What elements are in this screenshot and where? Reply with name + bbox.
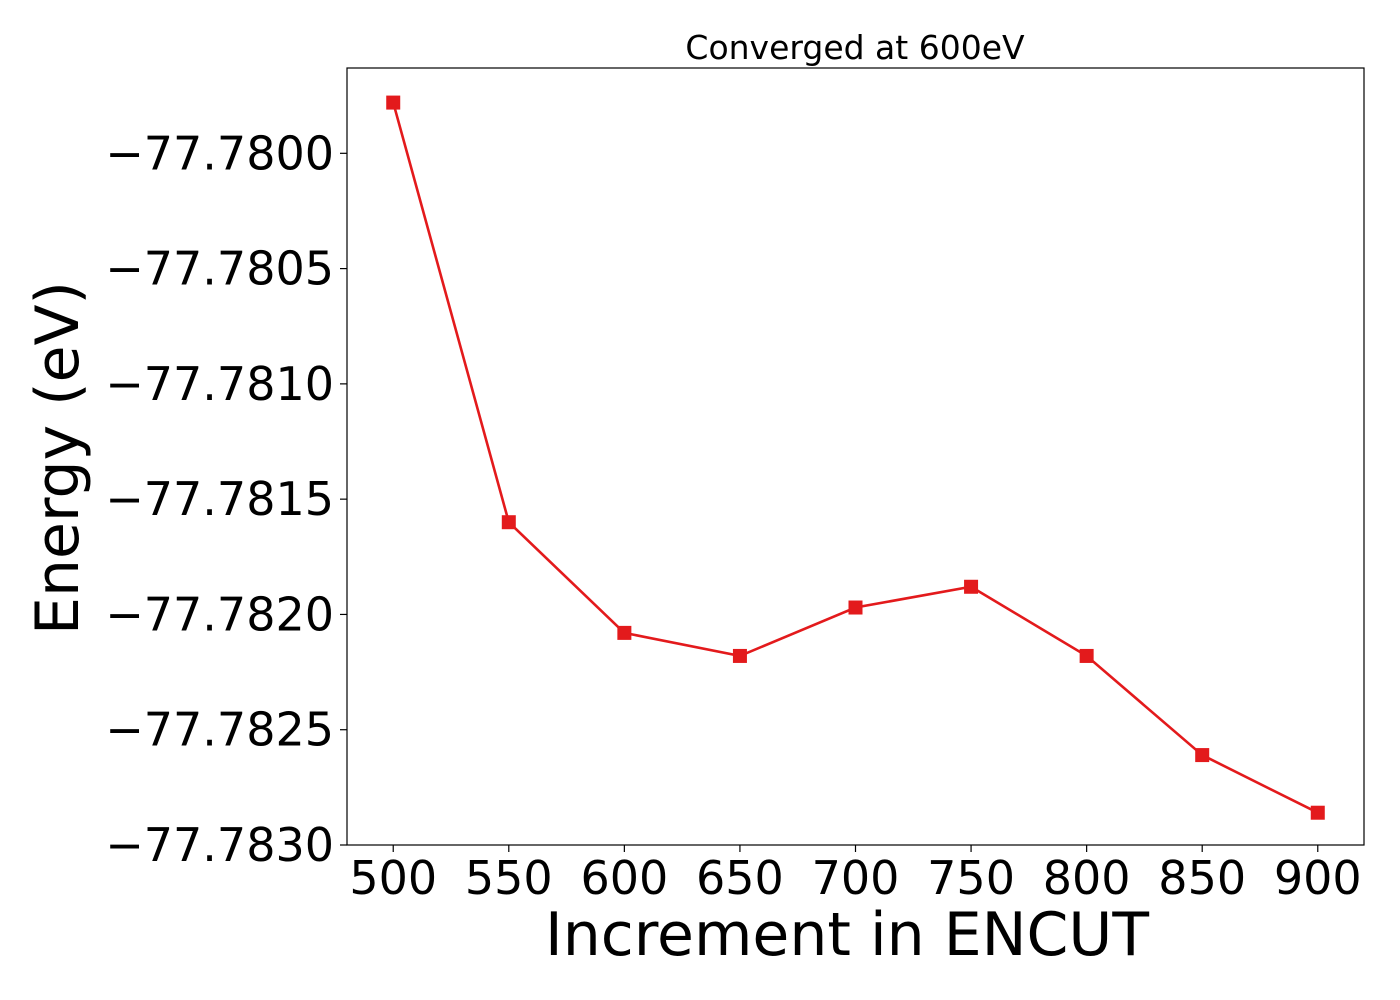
y-tick-label: −77.7820: [105, 587, 334, 641]
y-tick-label: −77.7815: [105, 472, 334, 526]
x-tick-label: 500: [349, 851, 437, 905]
data-point-marker: [1195, 748, 1210, 763]
series-line: [391, 102, 1319, 814]
plot-area-frame: [346, 67, 1365, 846]
x-axis-label: Increment in ENCUT: [545, 900, 1149, 970]
x-tick-label: 550: [465, 851, 553, 905]
x-tick-label: 800: [1043, 851, 1131, 905]
x-tick-label: 750: [927, 851, 1015, 905]
data-point-marker: [1310, 805, 1325, 820]
y-tick-label: −77.7800: [105, 126, 334, 180]
x-axis-ticks: 500 550 600 650 700 750 800 850 900: [349, 845, 1362, 905]
series-layer: [386, 95, 1325, 820]
data-point-marker: [732, 648, 747, 663]
x-tick-label: 900: [1274, 851, 1362, 905]
data-point-marker: [386, 95, 401, 110]
x-tick-label: 700: [812, 851, 900, 905]
data-point-marker: [1079, 648, 1094, 663]
y-tick-label: −77.7830: [105, 818, 334, 872]
y-tick-label: −77.7810: [105, 357, 334, 411]
x-tick-label: 600: [580, 851, 668, 905]
data-point-marker: [848, 600, 863, 615]
data-point-marker: [501, 515, 516, 530]
chart-title: Converged at 600eV: [685, 28, 1025, 67]
data-point-marker: [964, 579, 979, 594]
y-tick-label: −77.7805: [105, 242, 334, 296]
y-tick-label: −77.7825: [105, 703, 334, 757]
y-axis-ticks: −77.7800 −77.7805 −77.7810 −77.7815 −77.7820…: [105, 126, 347, 872]
x-tick-label: 650: [696, 851, 784, 905]
x-tick-label: 850: [1158, 851, 1246, 905]
data-point-marker: [617, 625, 632, 640]
y-axis-label: Energy (eV): [23, 281, 93, 635]
